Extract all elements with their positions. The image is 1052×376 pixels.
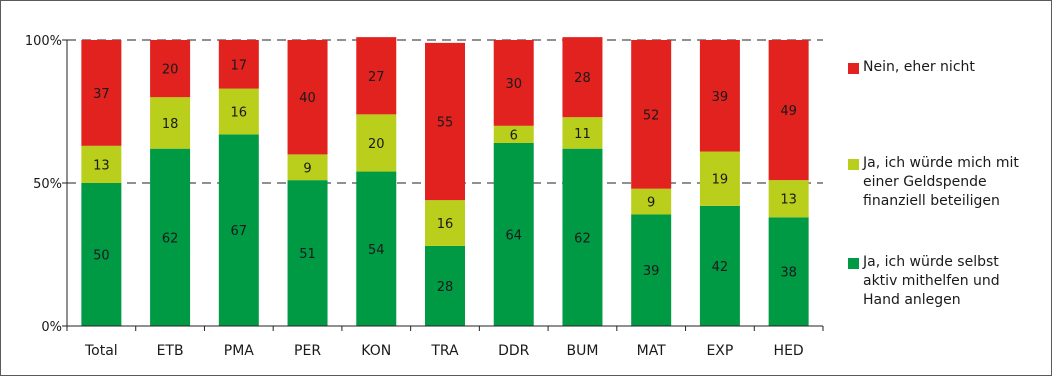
bar-segment-etb-2 [150, 40, 191, 98]
bar-segment-exp-1 [699, 151, 740, 206]
bar-segment-hed-1 [768, 180, 809, 218]
data-label-tra-1: 16 [437, 217, 454, 232]
data-label-bum-2: 28 [574, 71, 591, 86]
data-label-kon-2: 27 [368, 70, 385, 85]
data-label-bum-1: 11 [574, 127, 591, 142]
data-label-tra-2: 55 [437, 116, 454, 131]
bar-segment-total-2 [81, 40, 122, 146]
bar-segment-mat-1 [631, 188, 672, 215]
bar-segment-ddr-0 [493, 142, 534, 326]
x-tick-label-exp: EXP [706, 343, 733, 359]
data-label-mat-0: 39 [643, 264, 660, 279]
data-label-exp-2: 39 [712, 90, 729, 105]
bar-segment-etb-1 [150, 97, 191, 149]
bar-segment-kon-0 [356, 171, 397, 326]
x-tick-label-kon: KON [361, 343, 391, 359]
bar-segment-per-1 [287, 154, 328, 181]
data-label-tra-0: 28 [437, 280, 454, 295]
y-tick-label-50: 50% [33, 177, 62, 192]
data-label-total-1: 13 [93, 158, 110, 173]
bar-segment-ddr-2 [493, 40, 534, 126]
bar-segment-etb-0 [150, 148, 191, 326]
x-tick-label-per: PER [294, 343, 321, 359]
data-label-exp-0: 42 [712, 260, 729, 275]
bar-segment-tra-2 [425, 42, 465, 201]
bar-segment-pma-1 [218, 88, 259, 135]
data-label-exp-1: 19 [712, 173, 729, 188]
data-label-etb-0: 62 [162, 231, 179, 246]
data-label-total-2: 37 [93, 87, 110, 102]
data-label-ddr-0: 64 [505, 228, 522, 243]
data-label-total-0: 50 [93, 249, 110, 264]
x-tick-label-total: Total [84, 343, 118, 359]
bar-segment-tra-1 [425, 200, 465, 246]
data-label-bum-0: 62 [574, 231, 591, 246]
x-tick-label-tra: TRA [430, 343, 459, 359]
data-label-ddr-2: 30 [505, 77, 522, 92]
legend-label-nein: Nein, eher nicht [863, 59, 975, 75]
data-label-pma-1: 16 [231, 106, 248, 121]
data-label-hed-0: 38 [780, 266, 797, 281]
data-label-kon-1: 20 [368, 137, 385, 152]
y-tick-label-0: 0% [41, 320, 62, 335]
bar-segment-hed-2 [768, 40, 809, 181]
bar-segment-kon-2 [356, 37, 397, 115]
bar-segment-mat-0 [631, 214, 672, 326]
bar-segment-exp-0 [699, 205, 740, 326]
data-label-kon-0: 54 [368, 243, 385, 258]
bar-segment-kon-1 [356, 114, 397, 172]
legend-label-geldspende: Ja, ich würde mich mit einer Geldspende … [863, 155, 1019, 209]
legend-swatch-mithelfen [848, 258, 859, 269]
x-tick-label-hed: HED [774, 343, 804, 359]
bar-segment-pma-2 [218, 40, 259, 89]
bar-segment-total-1 [81, 145, 122, 183]
bar-segment-hed-0 [768, 217, 809, 326]
bar-segment-bum-2 [562, 37, 603, 118]
x-tick-label-pma: PMA [224, 343, 255, 359]
data-label-pma-0: 67 [231, 224, 248, 239]
data-label-etb-2: 20 [162, 63, 179, 78]
data-label-mat-2: 52 [643, 108, 660, 123]
x-tick-label-ddr: DDR [498, 343, 530, 359]
data-label-hed-2: 49 [780, 104, 797, 119]
x-tick-label-etb: ETB [157, 343, 184, 359]
data-label-mat-1: 9 [647, 196, 655, 211]
data-label-etb-1: 18 [162, 117, 179, 132]
bar-segment-per-0 [287, 180, 328, 326]
bar-segment-bum-0 [562, 148, 603, 326]
legend-label-mithelfen: Ja, ich würde selbst aktiv mithelfen und… [863, 254, 1000, 308]
legend-swatch-nein [848, 63, 859, 74]
bar-segment-mat-2 [631, 40, 672, 189]
data-label-pma-2: 17 [231, 58, 248, 73]
x-tick-label-mat: MAT [637, 343, 667, 359]
legend-swatch-geldspende [848, 159, 859, 170]
bar-segment-ddr-1 [493, 125, 534, 143]
bar-segment-total-0 [81, 183, 122, 326]
bar-segment-pma-0 [218, 134, 259, 326]
data-label-ddr-1: 6 [510, 128, 518, 143]
bar-segment-tra-0 [425, 245, 465, 326]
x-tick-label-bum: BUM [566, 343, 598, 359]
y-tick-label-100: 100% [25, 34, 62, 49]
bar-segment-bum-1 [562, 117, 603, 149]
bar-segment-exp-2 [699, 40, 740, 152]
data-label-per-0: 51 [299, 247, 316, 262]
bar-segment-per-2 [287, 40, 328, 155]
data-label-per-1: 9 [303, 161, 311, 176]
data-label-hed-1: 13 [780, 193, 797, 208]
data-label-per-2: 40 [299, 91, 316, 106]
